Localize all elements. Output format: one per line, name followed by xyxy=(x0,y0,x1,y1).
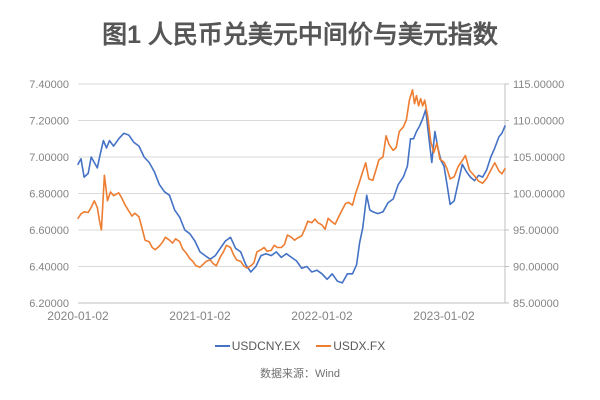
legend-swatch-usdcny xyxy=(214,345,230,347)
right-axis-tick-label: 115.00000 xyxy=(513,79,564,91)
right-axis-tick-label: 110.00000 xyxy=(513,116,564,128)
legend: USDCNY.EX USDX.FX xyxy=(0,339,600,353)
legend-item-usdcny: USDCNY.EX xyxy=(214,339,301,353)
left-axis-tick-label: 7.00000 xyxy=(29,152,69,164)
usdcny-ex-line xyxy=(77,108,506,284)
x-axis-tick-label: 2022-01-02 xyxy=(291,309,353,323)
chart-title: 图1 人民币兑美元中间价与美元指数 xyxy=(102,21,498,49)
left-axis-tick-label: 6.80000 xyxy=(29,189,69,201)
legend-item-usdx: USDX.FX xyxy=(316,339,385,353)
x-axis-tick-label: 2020-01-02 xyxy=(47,309,109,323)
right-axis-tick-label: 95.00000 xyxy=(513,225,559,237)
legend-label-usdcny: USDCNY.EX xyxy=(231,339,301,353)
left-axis-tick-label: 6.60000 xyxy=(29,225,69,237)
x-axis-tick-label: 2023-01-02 xyxy=(413,309,475,323)
right-axis-tick-label: 105.00000 xyxy=(513,152,565,164)
x-axis-tick-label: 2021-01-02 xyxy=(169,309,231,323)
left-axis-tick-label: 6.20000 xyxy=(29,298,69,310)
right-axis-tick-label: 100.00000 xyxy=(513,189,565,201)
legend-swatch-usdx xyxy=(316,345,332,347)
data-source-note: 数据来源：Wind xyxy=(259,368,341,380)
right-axis-tick-label: 90.00000 xyxy=(513,262,559,274)
usdx-fx-line xyxy=(77,89,506,269)
left-axis-tick-label: 6.40000 xyxy=(29,262,69,274)
legend-label-usdx: USDX.FX xyxy=(333,339,386,353)
right-axis-tick-label: 85.00000 xyxy=(513,298,559,310)
left-axis-tick-label: 7.20000 xyxy=(29,116,69,128)
left-axis-tick-label: 7.40000 xyxy=(29,79,69,91)
